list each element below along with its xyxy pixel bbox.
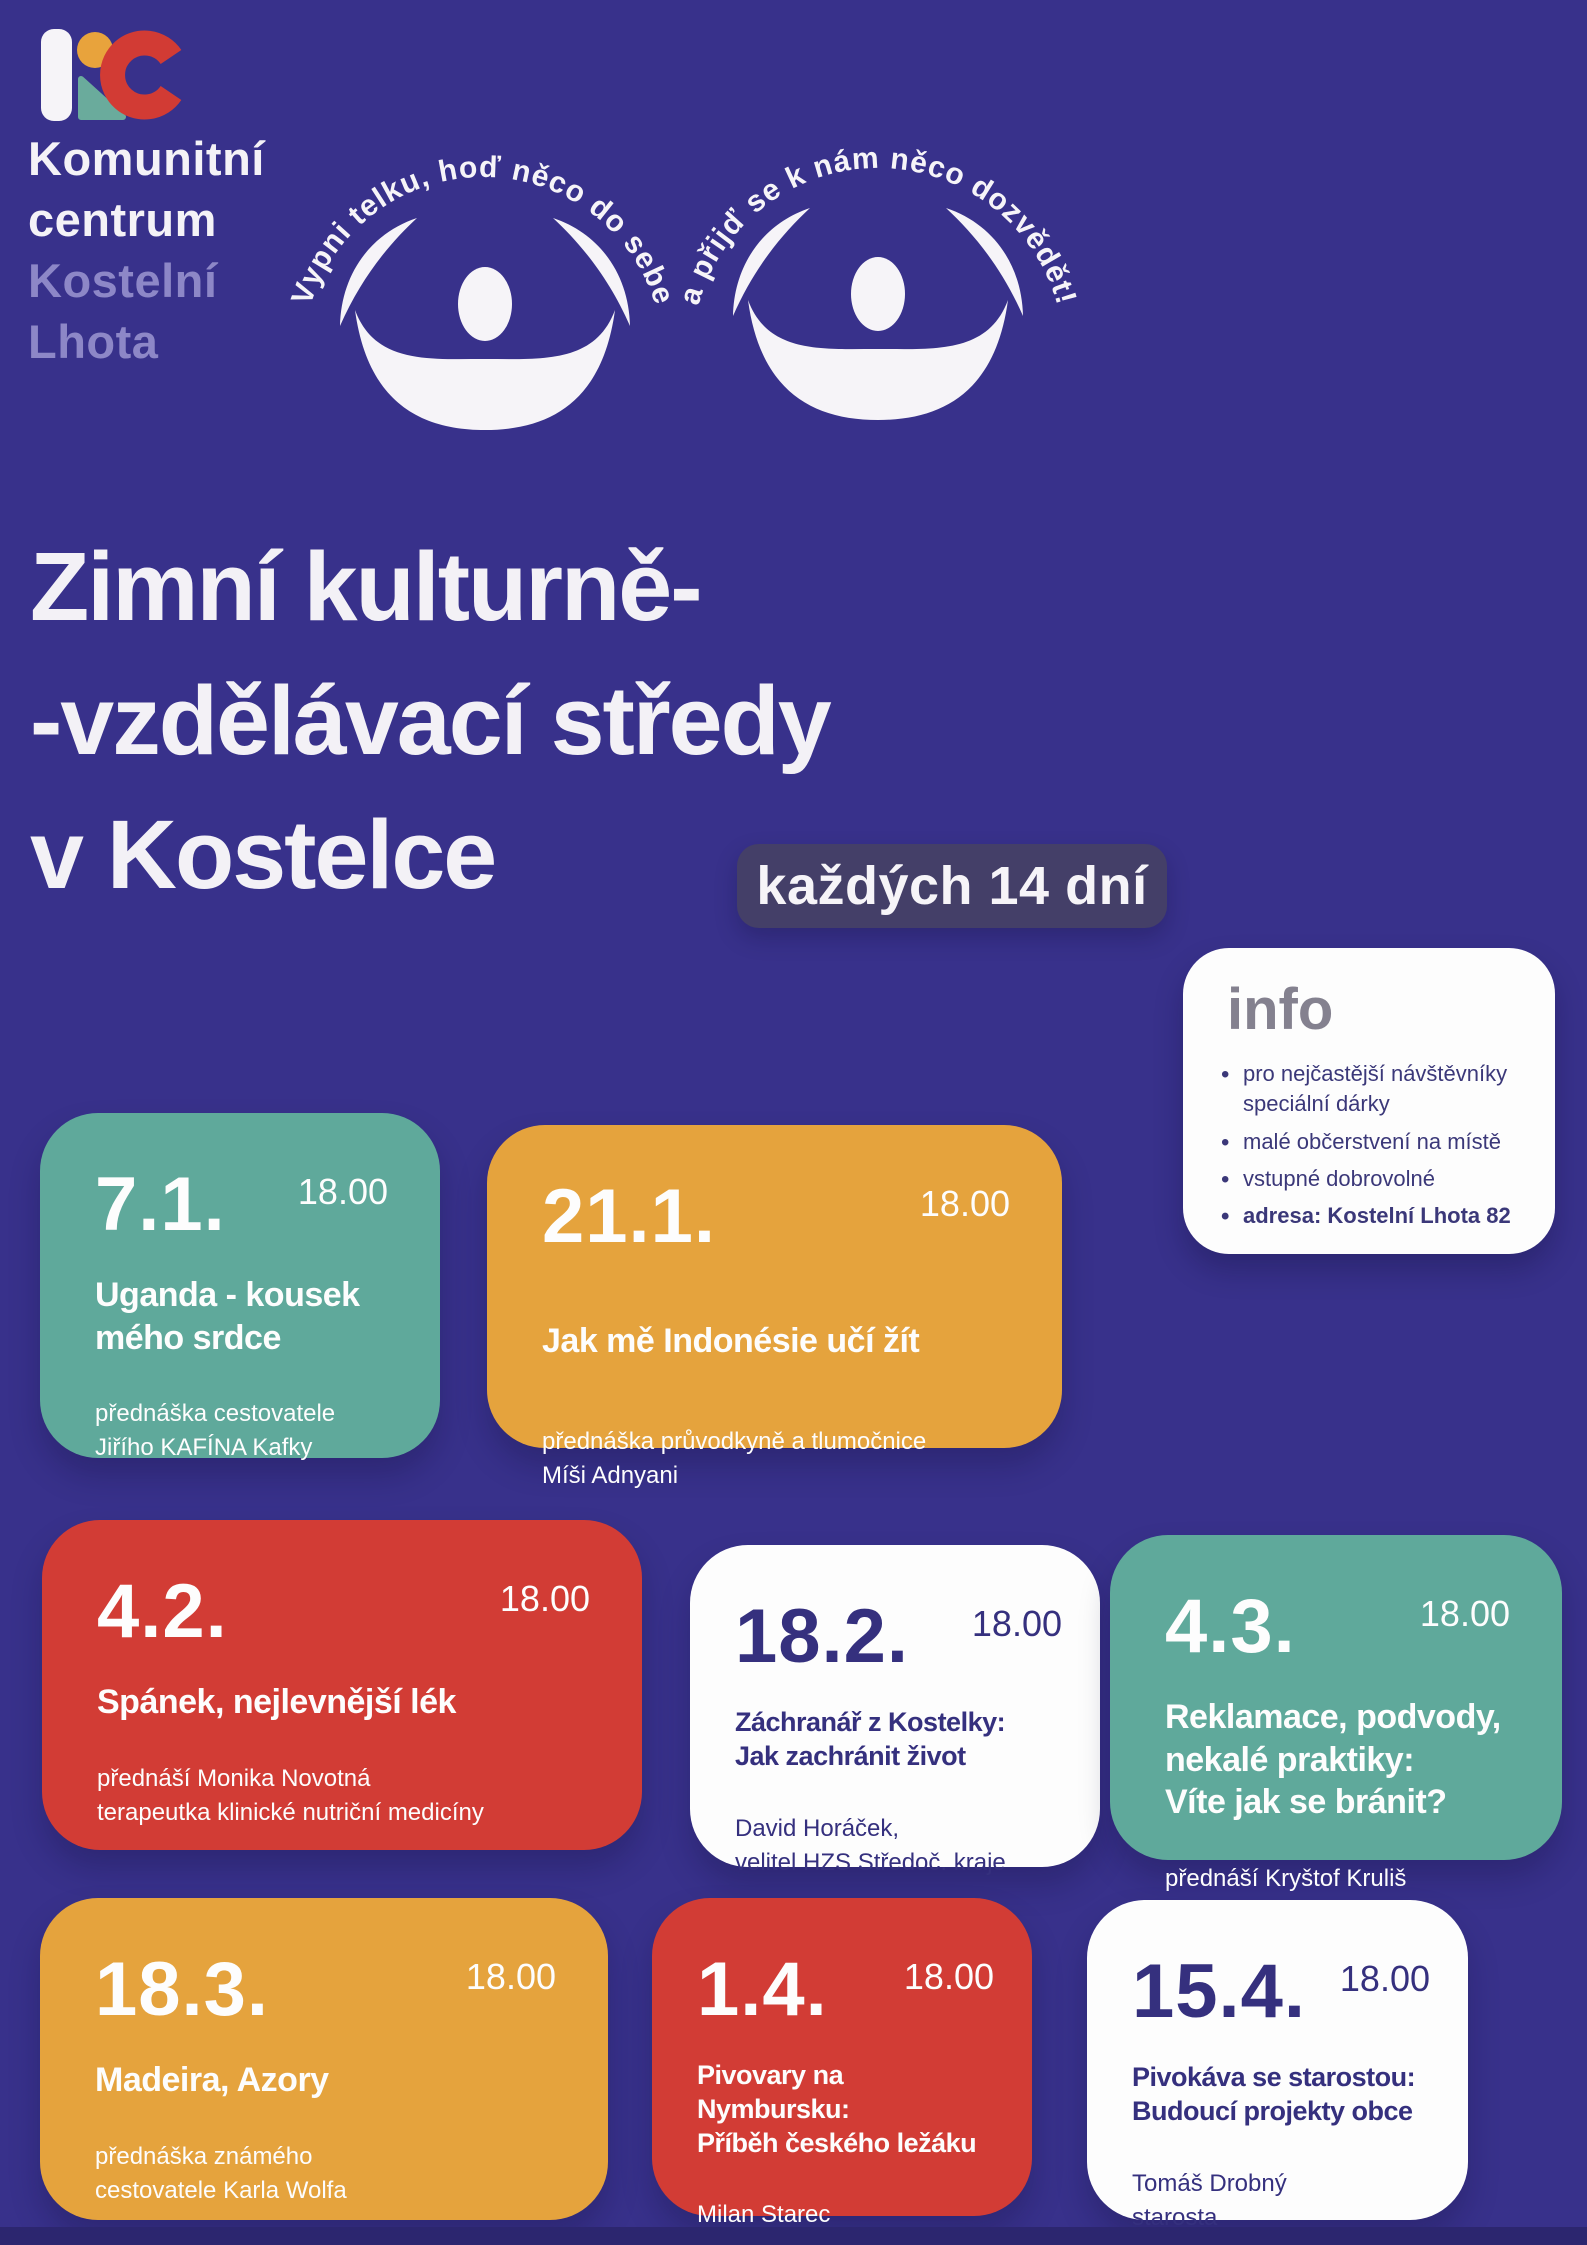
eye-pupil-icon	[851, 257, 905, 331]
logo-triangle-shape	[78, 76, 126, 120]
event-date: 1.4.	[697, 1947, 828, 2032]
eye-lower-lid-icon	[355, 310, 615, 430]
event-date: 18.2.	[735, 1594, 910, 1679]
event-title: Uganda - kousek mého srdce	[95, 1276, 360, 1357]
poster-title: Zimní kulturně- -vzdělávací středy v Kos…	[30, 520, 832, 922]
info-title: info	[1227, 977, 1334, 1042]
event-speaker: přednáška cestovatele Jiřího KAFÍNA Kafk…	[95, 1400, 336, 1462]
community-center-logo	[41, 29, 182, 121]
info-item-gifts: pro nejčastější návštěvníky speciální dá…	[1219, 1058, 1527, 1120]
event-time: 18.00	[971, 1603, 1062, 1644]
event-date: 21.1.	[542, 1174, 717, 1259]
event-speaker: Tomáš Drobný starosta	[1132, 2169, 1287, 2231]
eye-right-lash-icon	[553, 218, 630, 326]
event-date: 7.1.	[95, 1162, 226, 1247]
info-item-admission: vstupné dobrovolné	[1219, 1163, 1527, 1197]
eye-lower-lid-icon	[748, 300, 1008, 420]
bottom-edge-strip	[0, 2227, 1587, 2245]
brand-org-name: Komunitní centrum	[28, 132, 265, 246]
event-card-7-1: 7.1. 18.00 Uganda - kousek mého srdce př…	[40, 1113, 440, 1461]
poster-title-line-1: Zimní kulturně-	[30, 532, 703, 641]
event-title: Pivokáva se starostou: Budoucí projekty …	[1132, 2062, 1416, 2126]
logo-c-shape	[100, 30, 182, 120]
logo-bar-shape	[41, 29, 72, 121]
event-title: Pivovary na Nymbursku: Příběh českého le…	[697, 2060, 977, 2158]
event-card-4-2: 4.2. 18.00 Spánek, nejlevnější lék předn…	[42, 1520, 642, 1850]
info-item-address: adresa: Kostelní Lhota 82	[1219, 1200, 1527, 1234]
eye-left-lash-icon	[340, 218, 417, 326]
event-speaker: přednáší Kryštof Kruliš	[1165, 1864, 1407, 1892]
event-card-21-1: 21.1. 18.00 Jak mě Indonésie učí žít pře…	[487, 1125, 1062, 1489]
event-speaker: přednáška známého cestovatele Karla Wolf…	[95, 2142, 347, 2204]
event-title: Záchranář z Kostelky: Jak zachránit živo…	[735, 1707, 1006, 1771]
event-speaker: David Horáček, velitel HZS Středoč. kraj…	[735, 1814, 1006, 1876]
left-eye-graphic: Vypni telku, hoď něco do sebe	[285, 151, 680, 430]
event-time: 18.00	[1419, 1593, 1510, 1634]
event-card-4-3: 4.3. 18.00 Reklamace, podvody, nekalé pr…	[1110, 1535, 1562, 1892]
event-date: 4.3.	[1165, 1584, 1296, 1669]
info-item-refreshments: malé občerstvení na místě	[1219, 1126, 1527, 1160]
poster-title-line-2: -vzdělávací středy	[30, 666, 832, 775]
event-title: Jak mě Indonésie učí žít	[542, 1322, 920, 1360]
info-card: info pro nejčastější návštěvníky speciál…	[1183, 948, 1555, 1254]
event-date: 18.3.	[95, 1947, 270, 2032]
eye-right-lash-icon	[946, 208, 1023, 316]
event-time: 18.00	[465, 1956, 556, 1997]
event-speaker: přednáší Monika Novotná terapeutka klini…	[97, 1764, 484, 1826]
brand-org-place: Kostelní Lhota	[28, 254, 218, 368]
info-list: pro nejčastější návštěvníky speciální dá…	[1213, 1058, 1527, 1234]
event-date: 15.4.	[1132, 1949, 1307, 2034]
event-time: 18.00	[499, 1578, 590, 1619]
right-eye-graphic: a přijď se k nám něco dozvědět!	[678, 142, 1078, 420]
event-card-15-4: 15.4. 18.00 Pivokáva se starostou: Budou…	[1087, 1900, 1468, 2231]
event-time: 18.00	[919, 1183, 1010, 1224]
event-time: 18.00	[1339, 1958, 1430, 1999]
event-time: 18.00	[903, 1956, 994, 1997]
event-title: Spánek, nejlevnější lék	[97, 1683, 456, 1721]
event-card-18-2: 18.2. 18.00 Záchranář z Kostelky: Jak za…	[690, 1545, 1100, 1876]
frequency-badge: každých 14 dní	[737, 844, 1167, 928]
event-card-1-4: 1.4. 18.00 Pivovary na Nymbursku: Příběh…	[652, 1898, 1032, 2245]
event-time: 18.00	[297, 1171, 388, 1212]
event-card-18-3: 18.3. 18.00 Madeira, Azory přednáška zná…	[40, 1898, 608, 2220]
event-date: 4.2.	[97, 1569, 228, 1654]
event-speaker: přednáška průvodkyně a tlumočnice Míši A…	[542, 1427, 927, 1489]
event-title: Madeira, Azory	[95, 2061, 329, 2099]
eye-left-lash-icon	[733, 208, 810, 316]
poster-title-line-3: v Kostelce	[30, 800, 497, 909]
event-title: Reklamace, podvody, nekalé praktiky: Vít…	[1165, 1698, 1501, 1821]
eye-pupil-icon	[458, 267, 512, 341]
